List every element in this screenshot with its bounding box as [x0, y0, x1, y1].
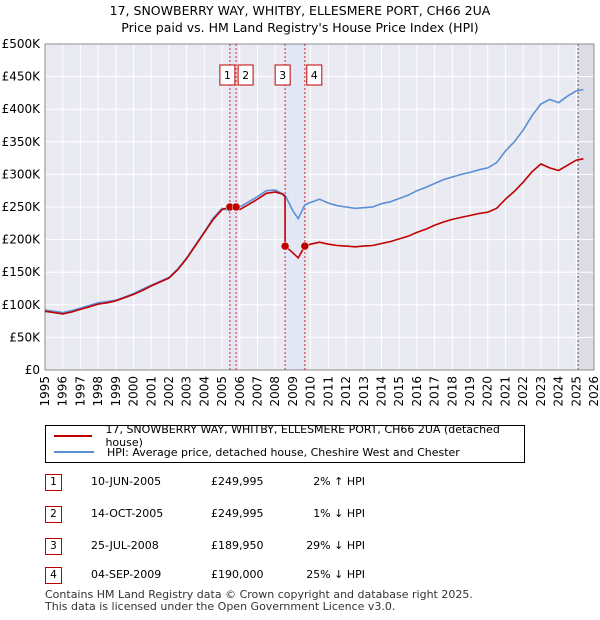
- sale-marker-label: 1: [45, 474, 62, 491]
- x-tick-label: 1995: [38, 376, 52, 407]
- sale-date: 25-JUL-2008: [91, 539, 159, 552]
- x-tick-label: 2007: [251, 376, 265, 407]
- x-tick-label: 2018: [445, 376, 459, 407]
- x-tick-label: 2003: [180, 376, 194, 407]
- sale-point-3: [280, 241, 290, 251]
- sale-marker-box-1: [219, 64, 236, 86]
- y-tick-label: £50K: [9, 330, 41, 344]
- chart-title-line2: Price paid vs. HM Land Registry's House …: [121, 20, 479, 35]
- sale-marker-label: 2: [45, 506, 62, 523]
- legend-item-hpi: HPI: Average price, detached house, Ches…: [54, 444, 460, 460]
- x-tick-label: 2011: [321, 376, 335, 407]
- sale-marker-label-4: 4: [311, 69, 318, 82]
- y-tick-label: £400K: [2, 102, 42, 116]
- x-tick-label: 1999: [109, 376, 123, 407]
- x-tick-label: 2022: [516, 376, 530, 407]
- x-tick-label: 2019: [463, 376, 477, 407]
- x-tick-label: 2001: [144, 376, 158, 407]
- hpi-series-line: [44, 88, 584, 314]
- sale-hpi-diff: 2% ↑ HPI: [313, 475, 365, 488]
- chart-title: 17, SNOWBERRY WAY, WHITBY, ELLESMERE POR…: [0, 2, 600, 36]
- x-tick-label: 2024: [552, 376, 566, 407]
- x-tick-label: 2015: [392, 376, 406, 407]
- sale-date: 14-OCT-2005: [91, 507, 164, 520]
- sale-price: £190,000: [211, 568, 264, 581]
- legend-item-property: 17, SNOWBERRY WAY, WHITBY, ELLESMERE POR…: [54, 423, 524, 449]
- sale-point-4: [300, 241, 310, 251]
- x-tick-label: 2012: [339, 376, 353, 407]
- y-tick-label: £300K: [2, 167, 42, 181]
- x-tick-label: 2017: [428, 376, 442, 407]
- x-tick-label: 2010: [304, 376, 318, 407]
- x-tick-label: 2023: [534, 376, 548, 407]
- sale-marker-label-2: 2: [242, 69, 249, 82]
- footer-line1: Contains HM Land Registry data © Crown c…: [45, 588, 473, 601]
- sale-marker-label-1: 1: [224, 69, 231, 82]
- x-tick-label: 1996: [56, 376, 70, 407]
- sale-date: 10-JUN-2005: [91, 475, 162, 488]
- property-series-line: [44, 158, 584, 315]
- y-tick-label: £500K: [2, 37, 42, 51]
- sale-band: [285, 44, 305, 370]
- footer-line2: This data is licensed under the Open Gov…: [45, 600, 396, 613]
- sale-price: £189,950: [211, 539, 264, 552]
- x-tick-label: 2004: [197, 376, 211, 407]
- legend-swatch-hpi: [54, 451, 94, 453]
- x-tick-label: 2014: [374, 376, 388, 407]
- price-chart: £0 £50K £100K £150K £200K £250K £300K £350K £400…: [2, 37, 600, 407]
- sale-hpi-diff: 1% ↓ HPI: [313, 507, 365, 520]
- x-tick-label: 2025: [569, 376, 583, 407]
- sale-price: £249,995: [211, 507, 264, 520]
- x-tick-label: 2013: [357, 376, 371, 407]
- x-tick-label: 2005: [215, 376, 229, 407]
- x-tick-label: 1998: [91, 376, 105, 407]
- x-tick-label: 2000: [127, 376, 141, 407]
- x-tick-label: 2021: [498, 376, 512, 407]
- sale-point-2: [231, 202, 241, 212]
- sale-marker-label: 3: [45, 538, 62, 555]
- x-tick-label: 2009: [286, 376, 300, 407]
- chart-title-line1: 17, SNOWBERRY WAY, WHITBY, ELLESMERE POR…: [109, 3, 491, 18]
- y-tick-label: £250K: [2, 200, 42, 214]
- chart-legend: 17, SNOWBERRY WAY, WHITBY, ELLESMERE POR…: [45, 423, 525, 463]
- legend-swatch-property: [54, 435, 93, 437]
- x-tick-label: 2008: [268, 376, 282, 407]
- sale-hpi-diff: 29% ↓ HPI: [306, 539, 365, 552]
- sale-price: £249,995: [211, 475, 264, 488]
- sale-marker-label: 4: [45, 567, 62, 584]
- x-tick-label: 2020: [481, 376, 495, 407]
- x-tick-label: 2016: [410, 376, 424, 407]
- footer-attribution: Contains HM Land Registry data © Crown c…: [45, 589, 473, 613]
- legend-label-property: 17, SNOWBERRY WAY, WHITBY, ELLESMERE POR…: [105, 423, 500, 449]
- y-tick-label: £200K: [2, 233, 42, 247]
- y-tick-label: £350K: [2, 135, 42, 149]
- x-tick-label: 2026: [587, 376, 600, 407]
- sale-date: 04-SEP-2009: [91, 568, 162, 581]
- x-tick-label: 2002: [162, 376, 176, 407]
- sale-marker-box-4: [306, 64, 323, 86]
- y-tick-label: £0: [25, 363, 40, 377]
- sale-marker-box-2: [237, 64, 254, 86]
- x-tick-label: 2006: [233, 376, 247, 407]
- y-tick-label: £450K: [2, 70, 42, 84]
- sale-hpi-diff: 25% ↓ HPI: [306, 568, 365, 581]
- plot-frame: [44, 43, 595, 371]
- sale-marker-label-3: 3: [279, 69, 286, 82]
- y-tick-label: £100K: [2, 298, 42, 312]
- x-tick-label: 1997: [73, 376, 87, 407]
- y-tick-label: £150K: [2, 265, 42, 279]
- sale-marker-box-3: [274, 64, 291, 86]
- legend-label-hpi: HPI: Average price, detached house, Ches…: [107, 445, 460, 459]
